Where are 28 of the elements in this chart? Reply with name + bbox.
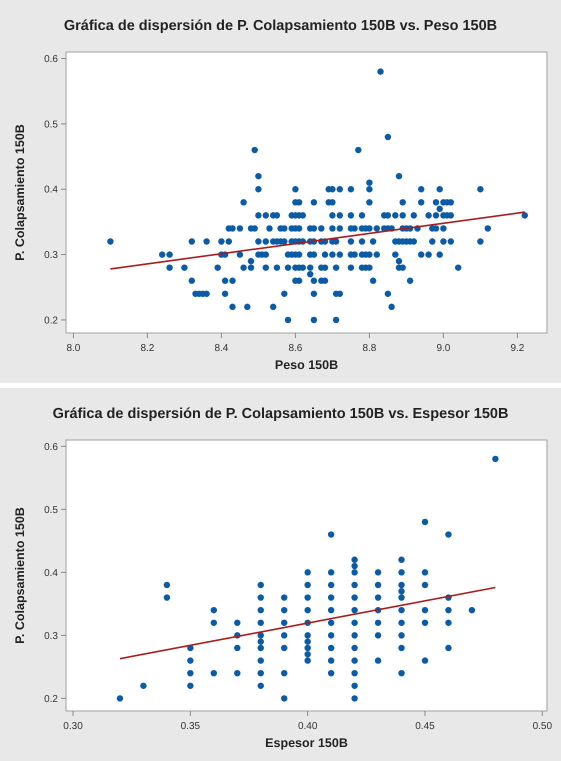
chart-title: Gráfica de dispersión de P. Colapsamiento 150B vs. Peso 150B bbox=[64, 18, 498, 34]
x-tick-label: 0.50 bbox=[532, 721, 552, 732]
x-tick-label: 8.6 bbox=[288, 343, 303, 354]
x-tick-label: 8.0 bbox=[66, 343, 81, 354]
y-tick-label: 0.5 bbox=[44, 504, 58, 516]
y-tick-label: 0.6 bbox=[44, 442, 58, 453]
y-tick-label: 0.3 bbox=[44, 630, 58, 642]
x-axis-title: Espesor 150B bbox=[265, 736, 348, 750]
chart-title: Gráfica de dispersión de P. Colapsamiento 150B vs. Espesor 150B bbox=[52, 406, 508, 422]
x-tick-label: 8.2 bbox=[140, 343, 155, 354]
x-axis-title: Peso 150B bbox=[274, 358, 338, 372]
y-tick-label: 0.5 bbox=[44, 119, 58, 130]
y-tick-label: 0.6 bbox=[44, 54, 58, 66]
x-tick-label: 0.30 bbox=[63, 721, 84, 732]
y-tick-label: 0.4 bbox=[44, 568, 58, 579]
x-tick-label: 8.8 bbox=[362, 343, 377, 354]
x-tick-label: 9.0 bbox=[436, 343, 451, 354]
x-tick-label: 9.2 bbox=[510, 343, 525, 354]
y-axis-title: P. Colapsamiento 150B bbox=[13, 124, 27, 261]
y-axis-title: P. Colapsamiento 150B bbox=[13, 507, 27, 644]
y-tick-label: 0.4 bbox=[44, 184, 58, 196]
y-tick-label: 0.3 bbox=[44, 250, 58, 262]
x-tick-label: 0.40 bbox=[298, 721, 318, 732]
y-tick-label: 0.2 bbox=[44, 694, 58, 705]
x-tick-label: 0.35 bbox=[180, 721, 201, 732]
y-tick-label: 0.2 bbox=[44, 315, 58, 326]
x-tick-label: 0.45 bbox=[415, 721, 436, 732]
x-tick-label: 8.4 bbox=[214, 343, 229, 354]
